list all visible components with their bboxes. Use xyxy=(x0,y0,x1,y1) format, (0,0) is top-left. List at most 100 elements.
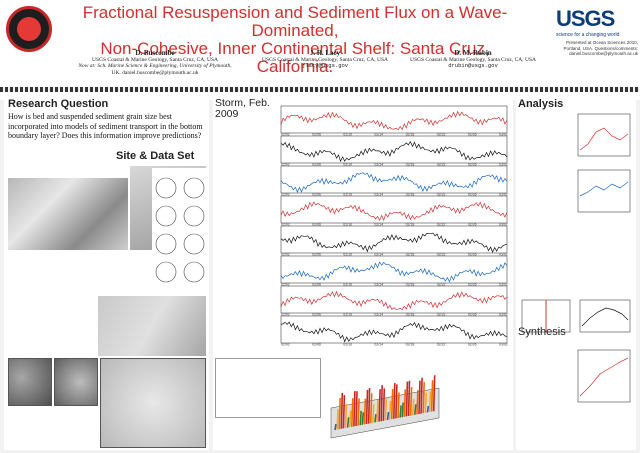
ts-panel-frame xyxy=(280,135,508,164)
surface-spike xyxy=(361,412,365,425)
ts-tick-label: 02/26 xyxy=(468,253,477,257)
analysis-fig-2 xyxy=(574,166,634,216)
surface-spike xyxy=(395,384,398,419)
surface-spike xyxy=(430,380,434,412)
analysis-fig-3 xyxy=(518,296,574,336)
ts-tick-label: 03/02 xyxy=(499,223,508,227)
presented-note: Presented at Ocean Sciences 2010, Portla… xyxy=(563,40,638,56)
ts-tick-label: 02/26 xyxy=(468,163,477,167)
ts-tick-label: 02/22 xyxy=(437,133,446,137)
surface-spike xyxy=(382,388,386,421)
ts-tick-label: 03/02 xyxy=(499,193,508,197)
surface-spike xyxy=(342,395,346,429)
ts-series-line xyxy=(280,290,508,310)
ts-tick-label: 02/14 xyxy=(374,163,383,167)
analysis-heading: Analysis xyxy=(518,98,564,110)
ts-series-line xyxy=(280,232,508,253)
ts-tick-label: 02/26 xyxy=(468,133,477,137)
ts-tick-label: 02/22 xyxy=(437,223,446,227)
ts-tick-label: 02/26 xyxy=(468,223,477,227)
ts-tick-label: 02/22 xyxy=(437,193,446,197)
ts-tick-label: 02/06 xyxy=(312,133,321,137)
surface-spike xyxy=(334,423,337,431)
surface-spike xyxy=(378,389,381,422)
surface-spike xyxy=(411,398,415,416)
ts-tick-label: 02/06 xyxy=(312,223,321,227)
surface-spike xyxy=(393,383,396,419)
ts-series-line xyxy=(280,140,508,163)
surface-spike xyxy=(401,402,404,418)
ts-panel-frame xyxy=(280,165,508,194)
surface-spike xyxy=(424,392,428,413)
ts-series-line xyxy=(280,261,508,283)
research-question-heading: Research Question xyxy=(8,98,109,110)
author-block: J. R. Lacy USGS Coastal & Marine Geology… xyxy=(262,49,388,69)
ts-tick-label: 02/14 xyxy=(374,133,383,137)
ts-tick-label: 03/02 xyxy=(499,133,508,137)
site-map xyxy=(8,178,128,250)
ts-tick-label: 02/10 xyxy=(343,343,352,347)
ts-tick-label: 02/02 xyxy=(281,193,290,197)
ts-tick-label: 02/14 xyxy=(374,223,383,227)
ts-panel-frame xyxy=(280,315,508,344)
grainsize-map xyxy=(98,296,206,356)
poster-title: Fractional Resuspension and Sediment Flu… xyxy=(82,3,508,76)
ts-tick-label: 02/18 xyxy=(406,133,415,137)
polar-plots xyxy=(155,177,205,283)
ts-tick-label: 02/06 xyxy=(312,253,321,257)
surface-spike xyxy=(407,380,411,417)
surface-spike xyxy=(405,381,409,417)
ts-series-line xyxy=(280,172,508,193)
ts-tick-label: 02/18 xyxy=(406,253,415,257)
surface-spike xyxy=(374,414,377,423)
ts-tick-label: 02/18 xyxy=(406,313,415,317)
ts-tick-label: 02/06 xyxy=(312,193,321,197)
ts-tick-label: 02/06 xyxy=(312,343,321,347)
surface-spike xyxy=(390,389,394,420)
ts-tick-label: 03/02 xyxy=(499,343,508,347)
ts-tick-label: 02/22 xyxy=(437,283,446,287)
ts-tick-label: 02/18 xyxy=(406,283,415,287)
surface-spike xyxy=(418,380,421,415)
synthesis-heading: Synthesis xyxy=(518,326,566,338)
surface-spike xyxy=(344,404,348,429)
surface-spike xyxy=(388,400,392,420)
surface-spike xyxy=(376,399,379,423)
university-logo-icon xyxy=(6,6,52,52)
ts-tick-label: 03/02 xyxy=(499,253,508,257)
ts-tick-label: 02/02 xyxy=(281,223,290,227)
ts-tick-label: 02/06 xyxy=(312,163,321,167)
surface-spike xyxy=(416,390,419,415)
site-data-heading: Site & Data Set xyxy=(116,150,195,162)
ts-tick-label: 02/18 xyxy=(406,343,415,347)
surface-spike xyxy=(365,389,369,425)
surface-spike xyxy=(399,405,402,418)
surface-spike xyxy=(426,406,430,413)
surface-spike xyxy=(353,391,356,427)
ts-tick-label: 02/14 xyxy=(374,193,383,197)
ts-panel-frame xyxy=(280,225,508,254)
surface-spike xyxy=(397,392,400,419)
ts-tick-label: 02/26 xyxy=(468,313,477,317)
surface-spike xyxy=(384,398,388,421)
ts-tick-label: 02/22 xyxy=(437,253,446,257)
storm-text xyxy=(215,124,275,274)
middle-column: Storm, Feb. 2009 02/02 02/06 02/10 02/14 02/… xyxy=(213,96,513,450)
synthesis-fig xyxy=(574,346,634,406)
surface-plot xyxy=(330,375,440,439)
ts-tick-label: 02/18 xyxy=(406,163,415,167)
ts-tick-label: 02/06 xyxy=(312,283,321,287)
surface-spike xyxy=(428,391,432,413)
research-question-text: How is bed and suspended sediment grain … xyxy=(8,112,203,140)
ts-tick-label: 02/10 xyxy=(343,313,352,317)
ts-series-line xyxy=(280,201,508,221)
ts-tick-label: 02/02 xyxy=(281,253,290,257)
ts-tick-label: 02/10 xyxy=(343,163,352,167)
author-block: D. M. Rubin USGS Coastal & Marine Geolog… xyxy=(410,49,536,69)
ts-tick-label: 02/14 xyxy=(374,283,383,287)
ts-series-line xyxy=(280,110,508,131)
ts-tick-label: 02/14 xyxy=(374,313,383,317)
ts-tick-label: 02/18 xyxy=(406,193,415,197)
poster-header: Fractional Resuspension and Sediment Flu… xyxy=(0,0,640,100)
ts-tick-label: 02/10 xyxy=(343,133,352,137)
